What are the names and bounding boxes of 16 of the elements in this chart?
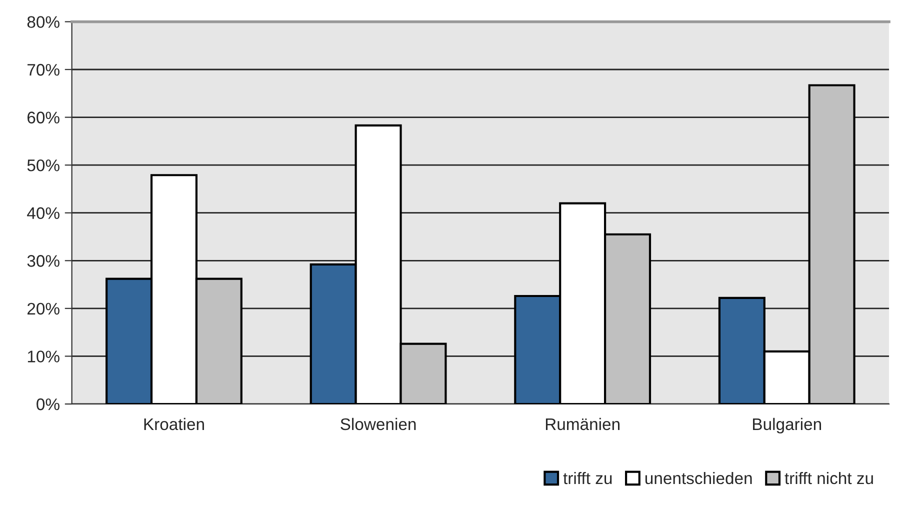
- legend-label: trifft zu: [563, 472, 612, 484]
- y-tick-label: 50%: [27, 159, 60, 172]
- legend-label: trifft nicht zu: [784, 472, 873, 484]
- x-tick-label: Rumänien: [546, 418, 620, 430]
- y-tick-label: 80%: [27, 16, 60, 28]
- x-tick-label: Slowenien: [340, 418, 416, 430]
- legend-label: unentschieden: [645, 472, 752, 484]
- x-tick-label: Kroatien: [144, 418, 204, 430]
- y-tick-label: 30%: [27, 255, 60, 267]
- y-tick-label: 40%: [27, 207, 60, 220]
- y-tick-label: 0%: [36, 398, 60, 410]
- y-tick-label: 10%: [28, 350, 60, 362]
- y-tick-label: 70%: [28, 64, 60, 76]
- y-tick-label: 60%: [28, 112, 60, 124]
- y-tick-label: 20%: [28, 302, 60, 315]
- x-tick-label: Bulgarien: [753, 418, 821, 434]
